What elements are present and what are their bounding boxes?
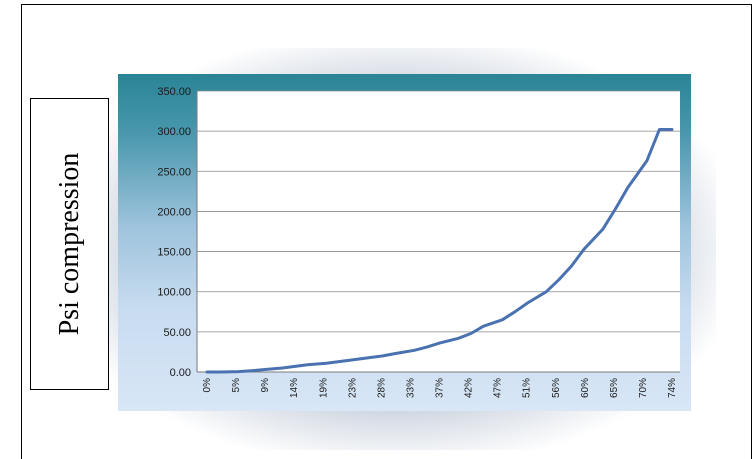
x-tick-label: 0% bbox=[202, 378, 213, 393]
x-tick-label: 28% bbox=[376, 378, 387, 398]
x-tick-label: 70% bbox=[638, 378, 649, 398]
x-tick-label: 51% bbox=[522, 378, 533, 398]
x-tick-label: 56% bbox=[551, 378, 562, 398]
x-tick-label: 42% bbox=[464, 378, 475, 398]
y-tick-label: 200.00 bbox=[157, 206, 191, 218]
y-tick-label: 0.00 bbox=[170, 367, 191, 379]
y-tick-label: 300.00 bbox=[157, 126, 191, 138]
x-tick-label: 65% bbox=[609, 378, 620, 398]
x-tick-label: 47% bbox=[493, 378, 504, 398]
y-tick-label: 150.00 bbox=[157, 247, 191, 259]
x-tick-label: 60% bbox=[580, 378, 591, 398]
y-axis-label-box: Psi compression bbox=[30, 98, 109, 390]
y-tick-label: 250.00 bbox=[157, 166, 191, 178]
x-tick-label: 33% bbox=[405, 378, 416, 398]
plot-area bbox=[197, 91, 680, 372]
x-tick-label: 74% bbox=[667, 378, 678, 398]
x-tick-label: 14% bbox=[289, 378, 300, 398]
y-tick-label: 100.00 bbox=[157, 287, 191, 299]
x-tick-label: 5% bbox=[231, 378, 242, 393]
series-line bbox=[205, 128, 674, 374]
y-tick-label: 50.00 bbox=[163, 327, 191, 339]
x-tick-label: 23% bbox=[347, 378, 358, 398]
x-tick-label: 9% bbox=[260, 378, 271, 393]
x-tick-label: 19% bbox=[318, 378, 329, 398]
x-tick-label: 37% bbox=[435, 378, 446, 398]
y-tick-label: 350.00 bbox=[157, 86, 191, 98]
